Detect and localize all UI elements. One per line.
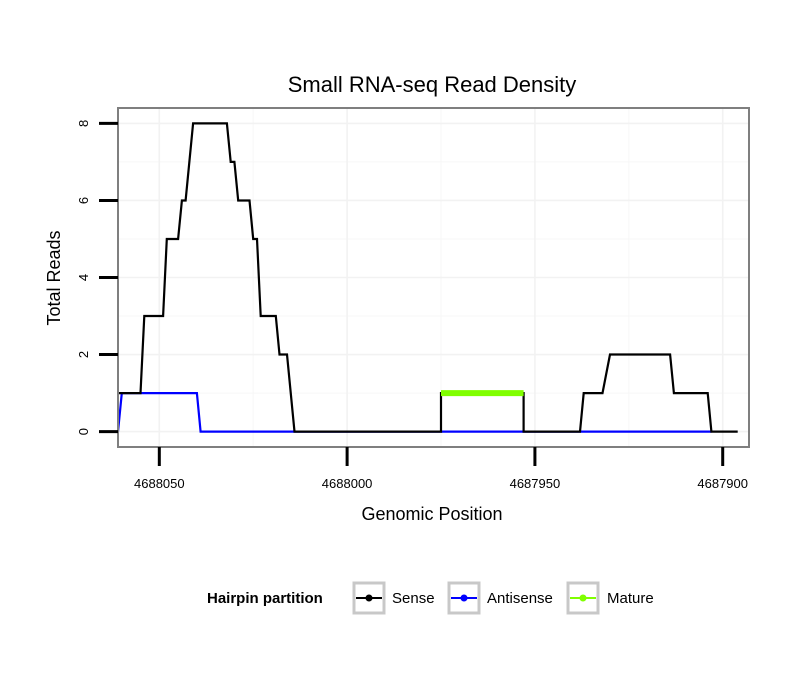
legend-dot-antisense bbox=[460, 594, 468, 602]
y-tick-label: 4 bbox=[76, 274, 91, 281]
legend-item-sense: Sense bbox=[352, 581, 435, 615]
legend-label-mature: Mature bbox=[607, 590, 654, 607]
x-tick-label: 4687950 bbox=[510, 476, 561, 491]
series-line-sense bbox=[118, 122, 738, 433]
y-tick-label: 2 bbox=[76, 351, 91, 358]
x-axis-title: Genomic Position bbox=[361, 504, 502, 524]
legend-dot-sense bbox=[365, 594, 373, 602]
y-axis: 0 2 4 6 8 bbox=[76, 120, 118, 435]
legend-label-antisense: Antisense bbox=[487, 590, 553, 607]
series-layer bbox=[116, 122, 738, 433]
legend-item-antisense: Antisense bbox=[447, 581, 553, 615]
legend-item-mature: Mature bbox=[566, 581, 654, 615]
y-tick-label: 8 bbox=[76, 120, 91, 127]
legend: Hairpin partition Sense Antisense Mature bbox=[207, 581, 654, 615]
legend-title: Hairpin partition bbox=[207, 590, 323, 607]
y-tick-label: 6 bbox=[76, 197, 91, 204]
chart-title: Small RNA-seq Read Density bbox=[288, 72, 577, 97]
x-tick-label: 4688000 bbox=[322, 476, 373, 491]
legend-dot-mature bbox=[579, 594, 587, 602]
y-tick-label: 0 bbox=[76, 428, 91, 435]
legend-label-sense: Sense bbox=[392, 590, 435, 607]
x-tick-label: 4687900 bbox=[697, 476, 748, 491]
x-axis: 4688050 4688000 4687950 4687900 bbox=[134, 447, 748, 491]
y-axis-title: Total Reads bbox=[44, 230, 64, 325]
x-tick-label: 4688050 bbox=[134, 476, 185, 491]
